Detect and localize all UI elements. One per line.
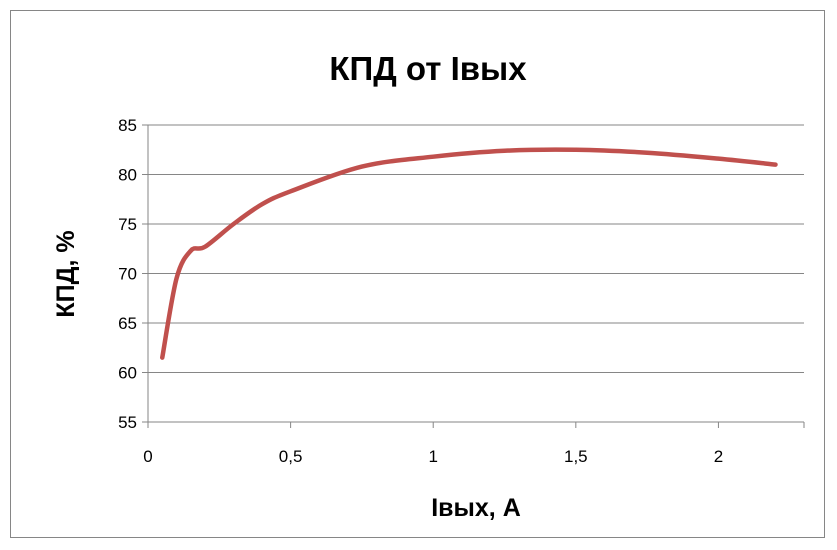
y-tick-label: 80: [118, 166, 137, 185]
x-axis-ticks: 0 0,5 1 1,5 2: [143, 422, 805, 466]
y-tick-label: 55: [118, 413, 137, 432]
y-tick-label: 65: [118, 314, 137, 333]
chart-title: КПД от Iвых: [329, 50, 527, 87]
x-tick-label: 0,5: [279, 447, 303, 466]
y-tick-label: 85: [118, 116, 137, 135]
series-line: [160, 147, 778, 360]
series-layer: [160, 147, 778, 360]
x-axis-title: Iвых, А: [431, 494, 521, 522]
x-tick-label: 2: [714, 447, 723, 466]
y-axis-title: КПД, %: [52, 230, 80, 317]
y-axis-ticks: 55 60 65 70 75 80 85: [118, 116, 148, 432]
y-tick-label: 60: [118, 364, 137, 383]
x-tick-label: 1: [428, 447, 437, 466]
gridlines: [148, 124, 804, 373]
y-tick-label: 75: [118, 215, 137, 234]
y-tick-label: 70: [118, 265, 137, 284]
x-tick-label: 0: [143, 447, 152, 466]
x-tick-label: 1,5: [564, 447, 588, 466]
